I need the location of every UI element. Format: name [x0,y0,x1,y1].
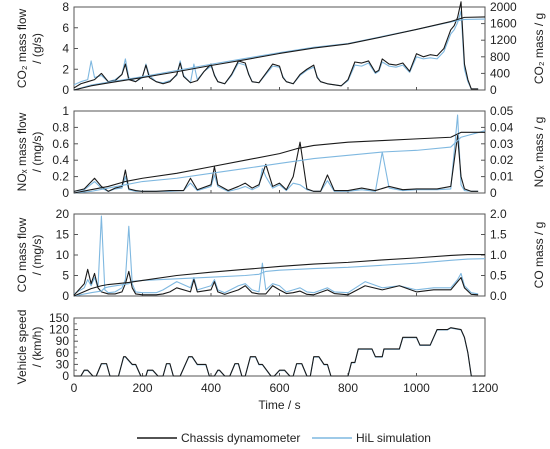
y2-tick-label: 1600 [490,17,517,31]
y-axis-label-line: / (g/s) [30,33,44,64]
y2-tick-label: 0 [490,83,497,97]
x-axis-label: Time / s [258,398,300,412]
series-line-nox-flow-hil [73,114,479,192]
y2-tick-label: 1.0 [490,248,507,262]
y2-axis-label: NOₓ mass / g [532,117,546,188]
panel-frame [73,213,486,297]
legend-label: HiL simulation [356,431,431,445]
y2-tick-label: 1200 [490,33,517,47]
y-axis-label-line: CO₂ mass flow [15,9,29,89]
series-line-nox-mass-dyno [73,131,485,194]
y-tick-label: 10 [56,248,70,262]
y-tick-label: 30 [56,357,70,371]
y-tick-label: 4 [62,42,69,56]
y-tick-label: 2 [62,62,69,76]
y-tick-label: 5 [62,269,69,283]
x-tick-label: 1000 [403,381,430,395]
y2-tick-label: 2000 [490,0,517,14]
y-tick-label: 0.4 [52,153,69,167]
series-line-co2-flow-dyno [73,1,479,90]
x-tick-label: 0 [71,381,78,395]
panel-nox: 0 0.2 0.4 0.6 0.8 1 0 0.01 0.02 0.03 0.04 0.05 NOₓ m… [15,104,546,200]
y-tick-label: 0 [62,369,69,383]
y-tick-label: 60 [56,346,70,360]
x-tick-label: 800 [338,381,358,395]
y2-axis-label: CO₂ mass / g [532,13,546,84]
y2-tick-label: 0 [490,186,497,200]
y-tick-label: 20 [56,207,70,221]
y2-tick-label: 0.0 [490,289,507,303]
y-axis-label-line: NOₓ mass flow [15,112,29,191]
panel-frame [73,110,486,194]
y-tick-label: 120 [49,323,69,337]
panel-co: 0 5 10 15 20 0.0 0.5 1.0 1.5 2.0 CO mass flow/ (mg… [15,207,546,303]
x-tick-label: 600 [269,381,289,395]
x-tick-label: 200 [132,381,152,395]
y2-tick-label: 2.0 [490,207,507,221]
series-line-co-mass-dyno [73,254,485,297]
panel-frame [73,317,486,377]
y2-tick-label: 0.02 [490,153,514,167]
y-tick-label: 0 [62,289,69,303]
legend: Chassis dynamometer HiL simulation [137,431,431,445]
y2-tick-label: 0.01 [490,170,514,184]
y2-tick-label: 0.04 [490,120,514,134]
series-line-co-flow-hil [73,215,479,295]
x-tick-label: 1200 [472,381,499,395]
y-axis-label-line: Vehicle speed [15,310,29,385]
y-axis-label-line: / (mg/s) [30,132,44,173]
y-tick-label: 0 [62,83,69,97]
y-axis-label: NOₓ mass flow/ (mg/s) [15,112,44,191]
y-axis-label-line: CO mass flow [15,217,29,292]
y-axis-label: CO₂ mass flow/ (g/s) [15,9,44,89]
panel-co2: 0 2 4 6 8 0 400 800 1200 1600 2000 CO₂ mass flow/ (… [15,0,546,97]
series-line-co2-flow-hil [73,10,479,90]
y2-tick-label: 0.03 [490,137,514,151]
y2-tick-label: 800 [490,50,510,64]
y-tick-label: 0.6 [52,137,69,151]
y2-tick-label: 1.5 [490,228,507,242]
series-line-co-mass-hil [73,258,486,297]
y-tick-label: 15 [56,228,70,242]
y-axis-label-line: / (mg/s) [30,235,44,276]
y2-tick-label: 0.5 [490,269,507,283]
y-tick-label: 8 [62,0,69,14]
y-axis-label: Vehicle speed/ (km/h) [15,310,44,385]
y-tick-label: 1 [62,104,69,118]
y2-tick-label: 0.05 [490,104,514,118]
series-line-nox-mass-hil [73,130,486,194]
y-tick-label: 0.8 [52,120,69,134]
series-line-speed-dyno [74,327,485,377]
x-tick-label: 400 [201,381,221,395]
y2-tick-label: 400 [490,66,510,80]
y-tick-label: 150 [49,311,69,325]
y2-axis-label: CO mass / g [532,222,546,289]
series-line-co-flow-dyno [73,268,479,296]
y-tick-label: 90 [56,334,70,348]
y-tick-label: 6 [62,21,69,35]
y-axis-label: CO mass flow/ (mg/s) [15,217,44,292]
y-tick-label: 0 [62,186,69,200]
series-line-nox-flow-dyno [73,135,479,192]
legend-label: Chassis dynamometer [181,431,300,445]
series-line-co2-mass-dyno [73,16,486,91]
y-axis-label-line: / (km/h) [30,327,44,368]
y-tick-label: 0.2 [52,170,69,184]
series-line-speed-hil [74,327,485,377]
series-line-co2-mass-hil [73,18,486,91]
